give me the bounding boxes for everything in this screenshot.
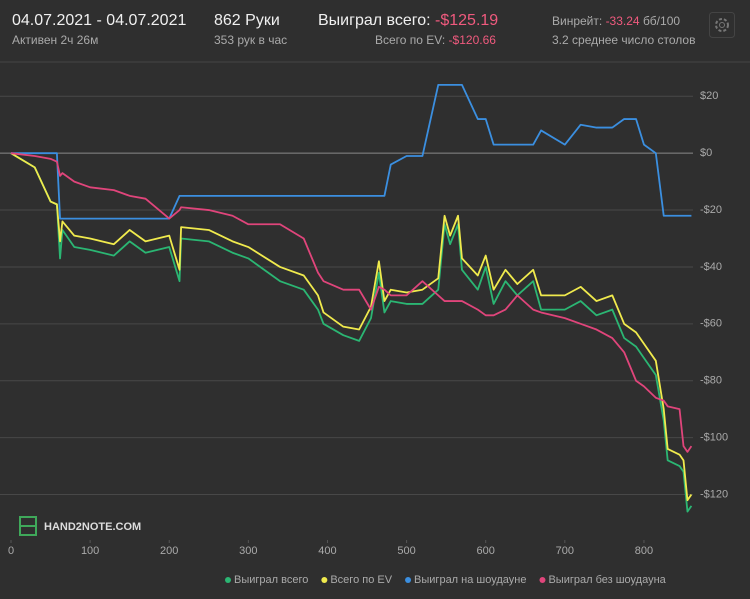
x-tick-label: 400	[318, 545, 336, 557]
winrate-label: Винрейт:	[552, 14, 603, 28]
x-tick-label: 300	[239, 545, 257, 557]
legend-marker	[405, 577, 412, 583]
hands: 862 Руки	[214, 12, 280, 29]
legend-label: Выиграл на шоудауне	[414, 574, 526, 586]
y-tick-label: -$100	[700, 432, 728, 444]
y-tick-label: -$60	[700, 318, 722, 330]
active: Активен 2ч 26м	[12, 33, 99, 47]
ev-value: -$120.66	[448, 33, 496, 47]
x-tick-label: 700	[556, 545, 574, 557]
y-tick-label: $0	[700, 147, 712, 159]
legend-marker	[321, 577, 328, 583]
y-tick-label: $20	[700, 90, 718, 102]
series-line	[10, 152, 693, 453]
logo: HAND2NOTE.COM	[19, 516, 141, 536]
ev: Всего по EV: -$120.66	[375, 33, 496, 47]
won: Выиграл всего: -$125.19	[318, 12, 498, 30]
winrate: Винрейт: -33.24 бб/100	[552, 14, 680, 28]
series-line	[10, 152, 693, 502]
legend-marker	[225, 577, 231, 583]
x-tick-label: 600	[477, 545, 495, 557]
legend: Выиграл всего Всего по EV Выиграл на шоуда…	[225, 574, 667, 586]
tables: 3.2 среднее число столов	[552, 33, 696, 47]
x-tick-label: 800	[635, 545, 653, 557]
won-value: -$125.19	[435, 12, 499, 29]
legend-label: Выиграл без шоудауна	[548, 574, 666, 586]
dates: 04.07.2021 - 04.07.2021	[12, 12, 187, 29]
won-label: Выиграл всего:	[318, 12, 431, 29]
legend-label: Выиграл всего	[234, 574, 308, 586]
x-tick-label: 0	[8, 545, 14, 557]
y-tick-label: -$120	[700, 488, 728, 500]
x-tick-label: 100	[81, 545, 99, 557]
legend-marker	[539, 577, 546, 583]
y-tick-label: -$20	[700, 204, 722, 216]
y-tick-label: -$80	[700, 375, 722, 387]
series-line	[11, 84, 692, 220]
winrate-value: -33.24	[605, 14, 640, 28]
x-tick-label: 500	[397, 545, 415, 557]
x-tick-label: 200	[160, 545, 178, 557]
winrate-unit: бб/100	[642, 14, 681, 28]
y-tick-label: -$40	[700, 261, 722, 273]
legend-label: Всего по EV	[330, 574, 392, 586]
logo-text: HAND2NOTE.COM	[44, 521, 141, 533]
rate: 353 рук в час	[214, 33, 288, 47]
ev-label: Всего по EV:	[375, 33, 446, 47]
settings-button[interactable]	[709, 12, 735, 38]
series-line	[10, 152, 693, 513]
